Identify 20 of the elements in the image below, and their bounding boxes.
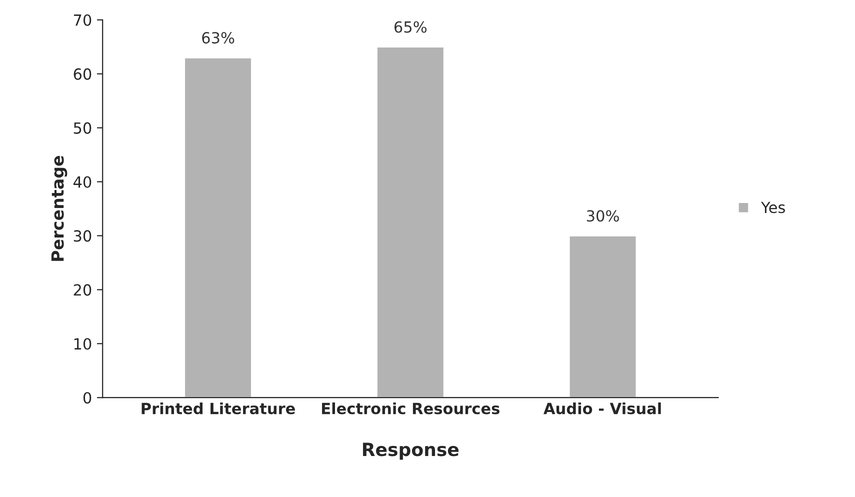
x-tick-label: Electronic Resources: [322, 402, 500, 414]
x-tick-label: Audio - Visual: [544, 402, 661, 414]
y-tick-label: 0: [83, 392, 92, 404]
y-tick-label: 40: [73, 176, 92, 188]
x-tick-label: Printed Literature: [142, 402, 295, 414]
bar: [376, 46, 445, 398]
legend-label: Yes: [760, 202, 785, 214]
bar: [568, 235, 638, 398]
y-tick-label: 70: [74, 14, 92, 26]
y-tick-label: 30: [74, 230, 92, 242]
y-tick-label: 10: [74, 338, 92, 350]
y-tick-label: 20: [74, 284, 92, 296]
y-axis-title: Percentage: [51, 156, 68, 261]
data-label: 63%: [202, 32, 234, 44]
y-tick-label: 60: [74, 68, 92, 80]
data-label: 30%: [586, 210, 619, 222]
bar: [184, 56, 252, 398]
y-tick-label: 50: [74, 122, 92, 134]
x-axis-title: Response: [363, 442, 459, 460]
data-label: 65%: [394, 21, 427, 33]
